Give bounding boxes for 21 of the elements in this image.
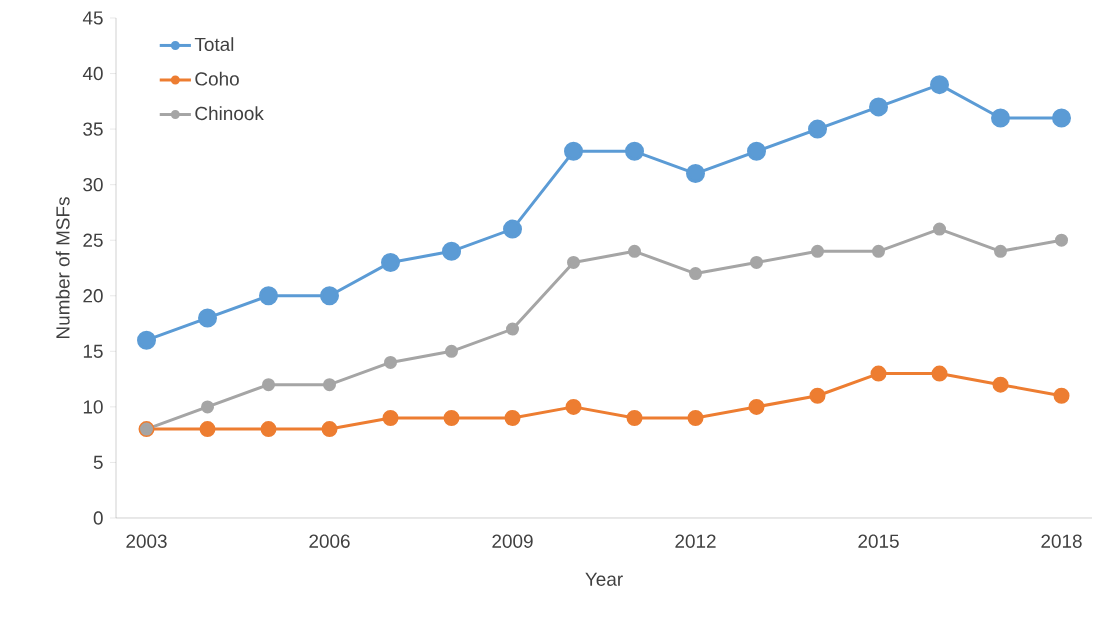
y-tick-label: 40	[82, 66, 103, 81]
y-tick-label: 10	[83, 400, 103, 414]
y-axis-title: Number of MSFs	[55, 197, 70, 338]
x-tick-label: 2018	[1041, 534, 1082, 548]
y-tick-label: 15	[83, 344, 103, 358]
x-tick-label: 2015	[858, 534, 899, 548]
legend-label: Coho	[195, 71, 239, 86]
y-tick-label: 5	[93, 455, 103, 470]
x-tick-label: 2003	[126, 534, 167, 548]
x-axis-title: Year	[585, 572, 623, 586]
x-tick-label: 2009	[492, 534, 533, 548]
y-tick-label: 45	[82, 11, 103, 25]
legend-label: Chinook	[195, 106, 264, 121]
legend-label: Total	[194, 37, 234, 52]
y-tick-label: 30	[83, 177, 103, 192]
x-tick-label: 2006	[309, 534, 350, 548]
y-tick-label: 35	[83, 122, 103, 136]
y-tick-label: 20	[83, 289, 103, 303]
y-tick-label: 25	[83, 233, 103, 247]
x-tick-label: 2012	[675, 534, 716, 548]
y-tick-label: 0	[93, 511, 103, 525]
